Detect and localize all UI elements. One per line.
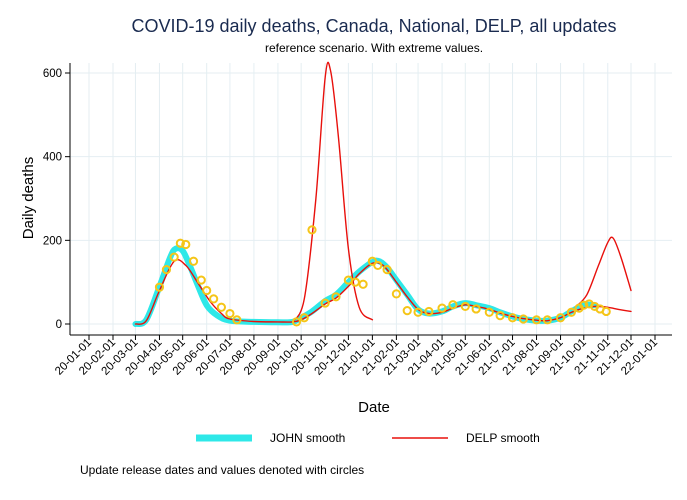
update-marker: [196, 275, 206, 285]
update-marker: [495, 311, 505, 321]
update-marker: [566, 307, 576, 317]
update-marker: [188, 256, 199, 266]
update-marker: [216, 302, 227, 312]
update-marker: [169, 252, 179, 262]
update-marker: [209, 294, 219, 304]
y-axis-label: Daily deaths: [20, 157, 37, 240]
y-tick-label: 600: [43, 68, 62, 80]
grid: [70, 63, 672, 335]
update-marker: [391, 289, 401, 299]
update-marker: [579, 300, 589, 310]
update-marker: [175, 238, 185, 248]
update-marker: [154, 282, 165, 292]
y-tick-label: 0: [56, 319, 62, 331]
y-tick-label: 200: [43, 235, 62, 247]
series-line-delp-smooth: [574, 236, 632, 308]
update-marker: [601, 306, 611, 317]
x-axis: 20-01-0120-02-0120-03-0120-04-0120-05-01…: [53, 334, 672, 378]
chart-note: Update release dates and values denoted …: [80, 463, 364, 477]
update-marker: [299, 313, 309, 323]
update-marker: [350, 277, 360, 287]
update-marker: [542, 315, 552, 325]
chart-subtitle: reference scenario. With extreme values.: [265, 41, 483, 55]
update-marker: [331, 292, 341, 302]
update-marker: [202, 285, 212, 296]
update-marker: [291, 317, 302, 327]
update-marker: [531, 315, 542, 325]
legend: JOHN smooth DELP smooth: [196, 431, 540, 445]
update-marker: [307, 225, 317, 235]
update-marker: [232, 315, 242, 325]
update-marker: [382, 265, 392, 275]
update-marker: [448, 300, 458, 310]
update-marker: [460, 301, 470, 312]
series-line-delp-smooth: [291, 61, 374, 323]
update-marker: [161, 265, 172, 275]
plot-area: [70, 63, 672, 335]
chart-title: COVID-19 daily deaths, Canada, National,…: [132, 16, 617, 36]
update-marker: [358, 279, 368, 289]
update-markers: [154, 225, 611, 327]
update-marker: [373, 260, 383, 271]
legend-label-delp: DELP smooth: [466, 431, 540, 445]
update-marker: [484, 307, 494, 317]
update-marker: [402, 306, 412, 316]
y-axis: 0 200 400 600: [43, 63, 71, 335]
update-marker: [413, 307, 423, 317]
update-marker: [181, 239, 191, 250]
update-marker: [437, 303, 447, 313]
update-marker: [424, 306, 434, 317]
update-marker: [507, 313, 518, 323]
y-tick-label: 400: [43, 152, 62, 164]
update-marker: [225, 308, 235, 319]
legend-label-john: JOHN smooth: [270, 431, 345, 445]
update-marker: [471, 304, 481, 314]
x-axis-label: Date: [358, 399, 390, 416]
update-marker: [518, 314, 528, 324]
update-marker: [555, 313, 566, 323]
update-marker: [320, 298, 330, 308]
